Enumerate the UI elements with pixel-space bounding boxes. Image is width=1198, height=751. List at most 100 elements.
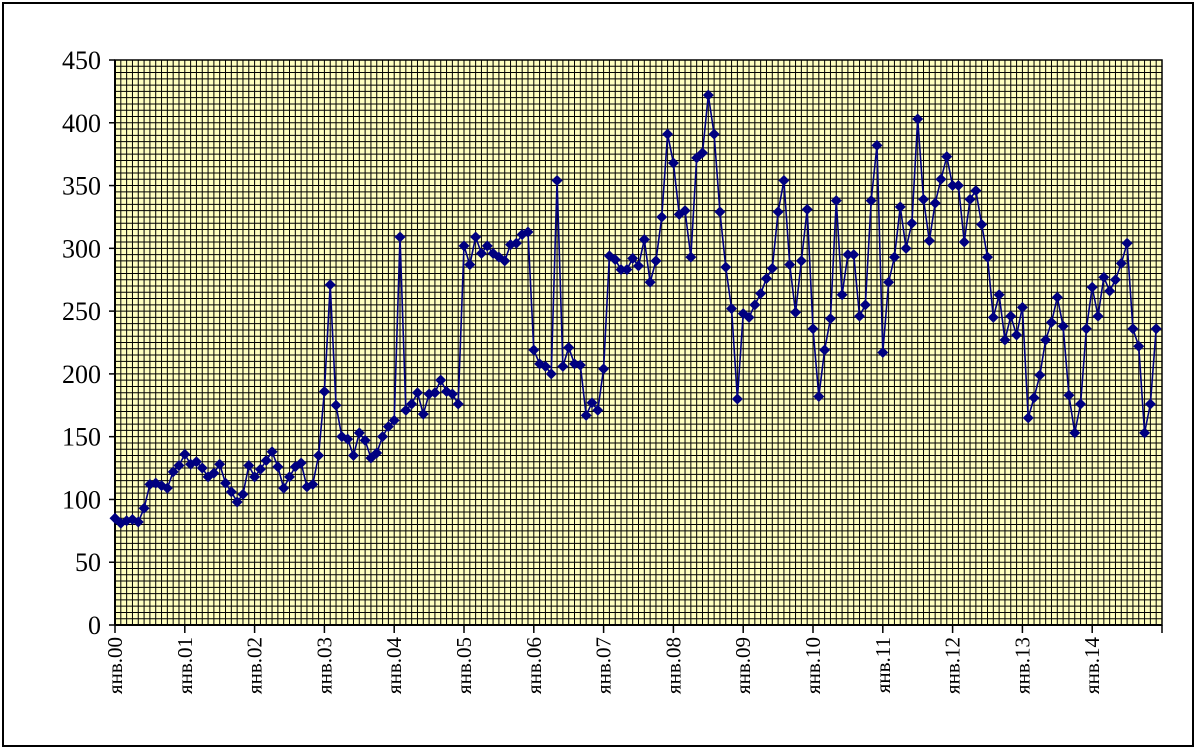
data-point-marker xyxy=(510,237,522,249)
data-point-marker xyxy=(214,458,226,470)
data-point-marker xyxy=(528,344,540,356)
data-point-marker xyxy=(1127,323,1139,335)
data-point-marker xyxy=(918,193,930,205)
data-point-marker xyxy=(801,203,813,215)
data-point-marker xyxy=(609,254,621,266)
data-point-marker xyxy=(644,276,656,288)
data-point-marker xyxy=(318,385,330,397)
data-point-marker xyxy=(284,471,295,483)
data-point-marker xyxy=(1069,427,1081,439)
series-group xyxy=(109,89,1162,529)
data-point-marker xyxy=(999,334,1011,346)
data-point-marker xyxy=(877,347,889,359)
data-point-marker xyxy=(819,344,831,356)
data-point-marker xyxy=(766,262,778,274)
data-point-marker xyxy=(342,433,354,445)
data-point-marker xyxy=(179,448,191,460)
data-point-marker xyxy=(795,255,807,267)
data-point-marker xyxy=(679,205,691,217)
data-point-marker xyxy=(1098,271,1110,283)
data-point-marker xyxy=(406,398,418,410)
data-point-marker xyxy=(446,388,458,400)
data-point-marker xyxy=(237,488,249,500)
data-point-marker xyxy=(923,235,935,247)
data-point-marker xyxy=(941,151,953,163)
data-point-marker xyxy=(749,299,761,311)
data-point-marker xyxy=(976,218,988,230)
data-point-marker xyxy=(452,398,464,410)
data-point-marker xyxy=(295,457,307,469)
data-point-marker xyxy=(1075,398,1087,410)
data-point-marker xyxy=(1016,301,1028,313)
x-tick-label: янв.03 xyxy=(312,637,336,694)
data-point-marker xyxy=(900,242,912,254)
data-point-marker xyxy=(824,313,836,325)
x-tick-label: янв.04 xyxy=(382,637,406,695)
data-point-marker xyxy=(778,175,790,187)
data-point-marker xyxy=(650,255,662,267)
data-point-marker xyxy=(627,252,639,264)
data-point-marker xyxy=(929,197,941,209)
data-point-marker xyxy=(883,276,895,288)
data-point-marker xyxy=(859,299,871,311)
x-tick-label: янв.13 xyxy=(1010,637,1034,694)
data-point-marker xyxy=(353,427,365,439)
data-point-marker xyxy=(906,217,918,229)
data-point-marker xyxy=(377,431,389,443)
data-point-marker xyxy=(1022,412,1034,424)
data-point-marker xyxy=(470,231,482,243)
data-point-marker xyxy=(458,240,470,252)
data-point-marker xyxy=(249,471,261,483)
data-point-marker xyxy=(1086,281,1098,293)
data-point-marker xyxy=(638,234,650,246)
data-point-marker xyxy=(481,240,493,252)
x-tick-label: янв.02 xyxy=(243,637,267,694)
y-tick-label: 300 xyxy=(62,234,101,263)
data-point-marker xyxy=(615,264,627,276)
data-point-marker xyxy=(225,486,237,498)
data-point-marker xyxy=(1005,310,1017,322)
data-point-marker xyxy=(760,272,772,284)
data-point-marker xyxy=(429,387,441,399)
data-point-marker xyxy=(1092,310,1104,322)
data-point-marker xyxy=(790,306,802,318)
data-point-marker xyxy=(621,264,633,276)
y-tick-label: 250 xyxy=(62,297,101,326)
data-point-marker xyxy=(208,467,220,479)
data-point-marker xyxy=(1133,340,1145,352)
data-point-marker xyxy=(278,482,290,494)
data-point-marker xyxy=(993,289,1005,301)
data-point-marker xyxy=(359,434,371,446)
data-point-marker xyxy=(598,363,610,375)
data-point-marker xyxy=(173,460,185,472)
data-point-marker xyxy=(592,404,604,416)
x-axis-ticks: янв.00 янв.01 янв.02 янв.03 янв.04 янв.05 янв.… xyxy=(103,625,1163,695)
y-tick-label: 350 xyxy=(62,172,101,201)
data-point-marker xyxy=(696,147,708,159)
x-tick-label: янв.12 xyxy=(941,637,965,694)
data-point-marker xyxy=(1011,329,1023,341)
data-point-marker xyxy=(1121,237,1133,249)
data-point-marker xyxy=(196,462,208,474)
data-point-marker xyxy=(865,195,877,207)
data-point-marker xyxy=(231,496,243,508)
data-point-marker xyxy=(551,175,563,187)
data-point-marker xyxy=(220,477,232,489)
data-point-marker xyxy=(848,249,860,261)
data-point-marker xyxy=(633,260,644,272)
data-point-marker xyxy=(307,478,319,490)
data-point-marker xyxy=(982,251,993,263)
data-point-marker xyxy=(894,201,906,213)
data-point-marker xyxy=(499,255,511,267)
data-point-marker xyxy=(272,461,284,473)
data-point-marker xyxy=(685,251,697,263)
data-point-marker xyxy=(935,173,947,185)
data-point-marker xyxy=(313,450,325,461)
data-point-marker xyxy=(1057,320,1069,332)
y-tick-label: 400 xyxy=(62,109,101,138)
data-point-marker xyxy=(1115,257,1127,269)
x-tick-label: янв.07 xyxy=(592,637,616,694)
data-point-marker xyxy=(1034,369,1046,381)
x-tick-label: янв.10 xyxy=(801,637,825,694)
data-point-marker xyxy=(266,446,278,458)
